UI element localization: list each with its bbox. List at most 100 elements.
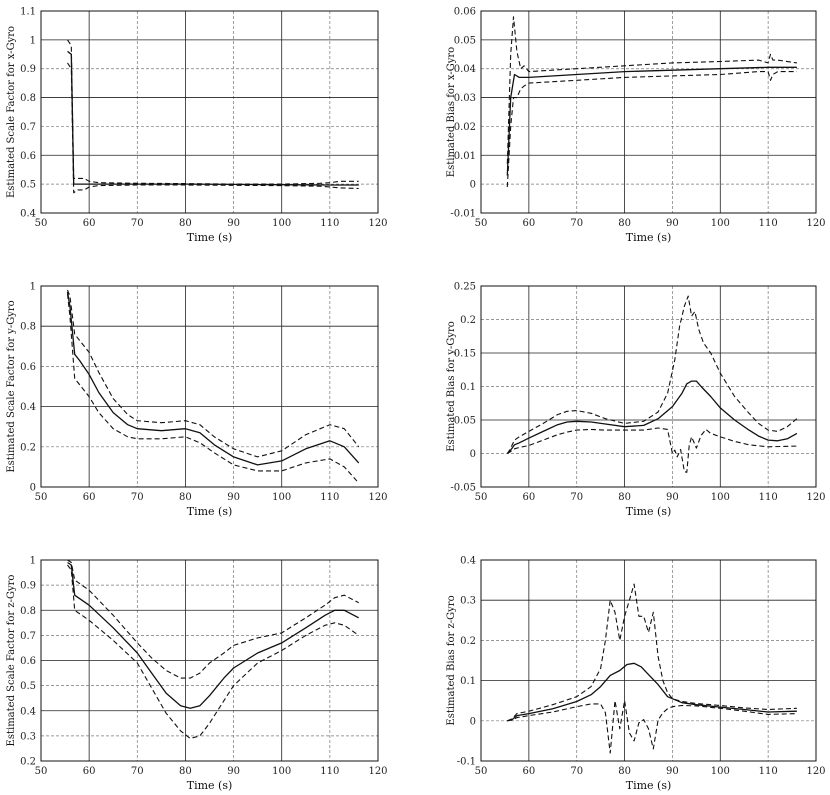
x-tick-label: 100 (711, 218, 730, 229)
x-tick-label: 70 (131, 766, 144, 777)
y-tick-label: 0.5 (20, 180, 36, 191)
x-tick-label: 90 (227, 766, 240, 777)
x-tick-label: 100 (711, 492, 730, 503)
x-tick-label: 110 (320, 218, 339, 229)
bound-line-2 (66, 289, 360, 458)
y-tick-label: 0.2 (460, 636, 476, 647)
x-tick-label: 110 (320, 492, 339, 503)
y-tick-label: 0.05 (454, 416, 476, 427)
y-tick-label: 0.4 (20, 402, 36, 413)
y-tick-label: 0.01 (454, 151, 476, 162)
y-tick-label: 0.15 (454, 349, 476, 360)
y-tick-label: 0 (470, 180, 476, 191)
y-tick-label: 0.1 (460, 382, 476, 393)
plot-frame (40, 559, 379, 762)
y-tick-label: 0.9 (20, 581, 36, 592)
x-tick-label: 50 (35, 492, 48, 503)
bound-line-3 (507, 700, 797, 754)
y-tick-label: 0.6 (20, 362, 36, 373)
plot-frame (480, 559, 817, 762)
x-tick-label: 80 (179, 766, 192, 777)
plot-frame (40, 10, 379, 214)
y-tick-label: 0 (30, 483, 36, 494)
bound-line-3 (66, 293, 360, 484)
y-axis-label: Estimated Bias for x-Gyro (446, 47, 457, 177)
bound-line-3 (67, 62, 359, 194)
x-tick-label: 110 (759, 218, 778, 229)
y-tick-label: 1 (30, 556, 36, 567)
x-tick-label: 50 (475, 766, 488, 777)
y-tick-label: 0.6 (20, 656, 36, 667)
y-axis-label: Estimated Bias for z-Gyro (446, 595, 457, 725)
y-tick-label: 0.04 (454, 64, 476, 75)
y-tick-label: 0.3 (460, 596, 476, 607)
y-tick-label: 0 (470, 716, 476, 727)
plot-frame (480, 10, 817, 214)
y-tick-label: 0.06 (454, 7, 476, 18)
chart-panel-4: 50 60 70 80 90 100 110 120 -0.05 0 0.05 0.1 0.15 0.2 0… (446, 282, 826, 519)
y-tick-label: -0.1 (457, 757, 476, 768)
x-tick-label: 60 (83, 218, 96, 229)
x-tick-label: 50 (475, 492, 488, 503)
x-tick-label: 50 (35, 218, 48, 229)
x-tick-label: 70 (131, 218, 144, 229)
x-tick-label: 90 (666, 766, 679, 777)
x-tick-label: 70 (570, 218, 583, 229)
y-tick-label: 0.02 (454, 122, 476, 133)
bound-line-3 (507, 427, 797, 473)
chart-panel-6: 50 60 70 80 90 100 110 120 -0.1 0 0.1 0.2 0.3 0.4 Time… (446, 556, 826, 793)
x-tick-label: 120 (368, 218, 387, 229)
y-tick-label: 1 (30, 35, 36, 46)
x-axis-label: Time (s) (187, 779, 233, 792)
y-tick-label: 0.8 (20, 606, 36, 617)
x-tick-label: 90 (666, 492, 679, 503)
x-tick-label: 80 (179, 492, 192, 503)
x-tick-label: 90 (227, 218, 240, 229)
x-tick-label: 60 (83, 492, 96, 503)
plot-frame (40, 285, 379, 488)
x-tick-label: 120 (806, 766, 825, 777)
x-tick-label: 120 (368, 766, 387, 777)
y-tick-label: 0.6 (20, 151, 36, 162)
chart-panel-5: 50 60 70 80 90 100 110 120 0.2 0.3 0.4 0.5 0.6 0.7 0.8… (6, 556, 388, 793)
x-tick-label: 80 (179, 218, 192, 229)
x-tick-label: 120 (368, 492, 387, 503)
x-tick-label: 90 (666, 218, 679, 229)
y-tick-label: 0.4 (20, 209, 36, 220)
estimate-line-1 (506, 380, 798, 454)
y-tick-label: 1.1 (20, 7, 36, 18)
estimate-line-1 (67, 561, 360, 709)
chart-panel-3: 50 60 70 80 90 100 110 120 0 0.2 0.4 0.6 0.8 1 Time (s… (6, 282, 388, 519)
y-tick-label: 0.05 (454, 35, 476, 46)
chart-panel-1: 50 60 70 80 90 100 110 120 0.4 0.5 0.6 0.7 0.8 0.9 1 1.… (6, 7, 388, 245)
x-tick-label: 110 (320, 766, 339, 777)
x-tick-label: 50 (35, 766, 48, 777)
y-tick-label: 0.4 (460, 556, 476, 567)
y-axis-label: Estimated Scale Factor for x-Gyro (6, 26, 17, 198)
y-tick-label: 1 (30, 282, 36, 293)
x-tick-label: 60 (522, 766, 535, 777)
x-axis-label: Time (s) (626, 779, 672, 792)
x-axis-label: Time (s) (187, 231, 233, 244)
estimate-line-1 (66, 291, 360, 466)
x-tick-label: 60 (522, 218, 535, 229)
y-tick-label: -0.05 (450, 483, 476, 494)
x-tick-label: 100 (711, 766, 730, 777)
x-tick-label: 120 (806, 492, 825, 503)
estimate-line-1 (506, 66, 797, 176)
x-tick-label: 100 (272, 766, 291, 777)
y-tick-label: 0.03 (454, 93, 476, 104)
y-tick-label: 0.9 (20, 64, 36, 75)
y-tick-label: 0.5 (20, 681, 36, 692)
y-tick-label: 0.7 (20, 122, 36, 133)
estimate-line-1 (507, 662, 797, 722)
y-tick-label: 0.25 (454, 282, 476, 293)
bound-line-3 (506, 71, 797, 188)
x-tick-label: 50 (475, 218, 488, 229)
x-tick-label: 110 (759, 766, 778, 777)
plot-frame (480, 285, 817, 488)
x-tick-label: 70 (131, 492, 144, 503)
x-tick-label: 80 (618, 766, 631, 777)
x-tick-label: 80 (618, 218, 631, 229)
